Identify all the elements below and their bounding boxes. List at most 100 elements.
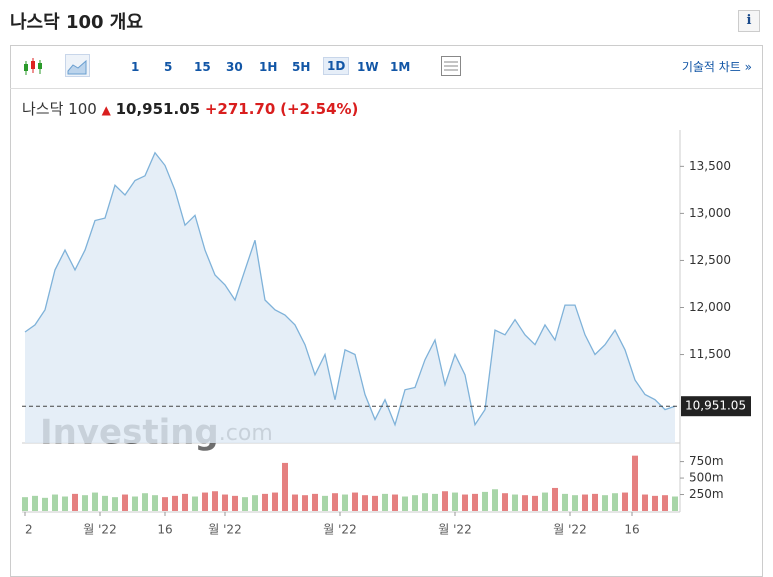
y-tick-label: 12,500 [689, 253, 731, 267]
volume-bar [32, 495, 38, 511]
volume-bar [142, 493, 148, 511]
interval-button[interactable]: 1M [390, 60, 411, 74]
last-price-box [681, 396, 751, 417]
volume-bar [292, 494, 298, 511]
volume-bar [72, 493, 78, 511]
volume-bar [452, 492, 458, 511]
volume-bar [22, 497, 28, 511]
volume-bar [392, 494, 398, 511]
volume-bar [572, 495, 578, 511]
interval-button[interactable]: 1W [357, 60, 379, 74]
volume-tick-label: 750m [689, 454, 724, 468]
change-percent: (+2.54%) [280, 100, 359, 118]
quote-row: 나스닥 100 ▲ 10,951.05 +271.70 (+2.54%) [22, 98, 358, 119]
info-button[interactable]: i [738, 10, 760, 32]
volume-bar [372, 495, 378, 511]
volume-bar [92, 492, 98, 511]
interval-button[interactable]: 15 [194, 60, 211, 74]
y-tick-label: 13,000 [689, 206, 731, 220]
volume-bar [302, 495, 308, 511]
price: 10,951.05 [115, 100, 201, 118]
volume-bar [52, 494, 58, 511]
volume-bar [42, 497, 48, 511]
x-tick-label: 월 '22 [438, 523, 471, 537]
volume-bar [632, 455, 638, 511]
volume-bar [212, 491, 218, 511]
volume-bar [202, 492, 208, 511]
volume-bar [582, 494, 588, 511]
candle-icon[interactable] [20, 53, 50, 83]
x-tick-label: 월 '22 [553, 523, 586, 537]
volume-bar [162, 497, 168, 511]
price-area [25, 152, 675, 443]
volume-bar [532, 495, 538, 511]
x-tick-label: 월 '22 [323, 523, 356, 537]
volume-bar [112, 497, 118, 511]
volume-bar [222, 494, 228, 511]
volume-bar [462, 494, 468, 511]
volume-bar [562, 493, 568, 511]
volume-bar [122, 494, 128, 511]
volume-bar [152, 495, 158, 511]
volume-bar [172, 495, 178, 511]
x-tick-label: 16 [157, 523, 172, 537]
volume-bar [252, 495, 258, 511]
volume-bar [672, 496, 678, 511]
table-icon[interactable] [440, 55, 464, 79]
area-icon[interactable] [65, 54, 91, 80]
volume-bar [132, 496, 138, 511]
x-tick-label: 16 [624, 523, 639, 537]
x-tick-label: 월 '22 [208, 523, 241, 537]
volume-bar [502, 493, 508, 511]
volume-bar [352, 492, 358, 511]
y-tick-label: 11,500 [689, 347, 731, 361]
volume-bar [102, 495, 108, 511]
volume-bar [402, 496, 408, 511]
interval-button[interactable]: 1H [259, 60, 278, 74]
volume-bar [242, 497, 248, 511]
volume-bar [182, 493, 188, 511]
volume-bar [342, 494, 348, 511]
volume-bar [332, 493, 338, 511]
volume-bar [612, 493, 618, 511]
volume-bar [82, 495, 88, 511]
volume-bar [422, 493, 428, 511]
volume-tick-label: 500m [689, 471, 724, 485]
technical-chart-link[interactable]: 기술적 차트 » [681, 60, 752, 74]
volume-bar [192, 496, 198, 511]
y-tick-label: 12,000 [689, 300, 731, 314]
volume-bar [482, 491, 488, 511]
interval-button[interactable]: 30 [226, 60, 243, 74]
volume-bar [442, 491, 448, 511]
volume-bar [62, 496, 68, 511]
index-name: 나스닥 100 [22, 100, 97, 118]
interval-button[interactable]: 1D [323, 57, 350, 75]
interval-button[interactable]: 5H [292, 60, 311, 74]
volume-bar [592, 493, 598, 511]
volume-bar [552, 487, 558, 511]
volume-bar [642, 494, 648, 511]
price-line [24, 151, 676, 427]
volume-bar [662, 495, 668, 511]
volume-bar [382, 493, 388, 511]
volume-tick-label: 250m [689, 487, 724, 501]
volume-bar [312, 493, 318, 511]
interval-button[interactable]: 5 [164, 60, 173, 74]
toolbar: 1 5 15 30 1H 5H 1D 1W 1M 기술적 차트 » [10, 45, 762, 89]
interval-button[interactable]: 1 [131, 60, 140, 74]
up-arrow: ▲ [101, 103, 111, 117]
title: 나스닥 100 개요 [10, 12, 143, 33]
volume-bar [432, 493, 438, 511]
volume-bar [412, 495, 418, 511]
last-price-label: 10,951.05 [685, 399, 746, 413]
volume-bar [492, 489, 498, 511]
volume-bar [622, 492, 628, 511]
x-tick-label: 2 [25, 523, 33, 537]
volume-bar [652, 495, 658, 511]
volume-bar [322, 495, 328, 511]
volume-bar [362, 495, 368, 511]
volume-bar [272, 492, 278, 511]
volume-bar [232, 495, 238, 511]
